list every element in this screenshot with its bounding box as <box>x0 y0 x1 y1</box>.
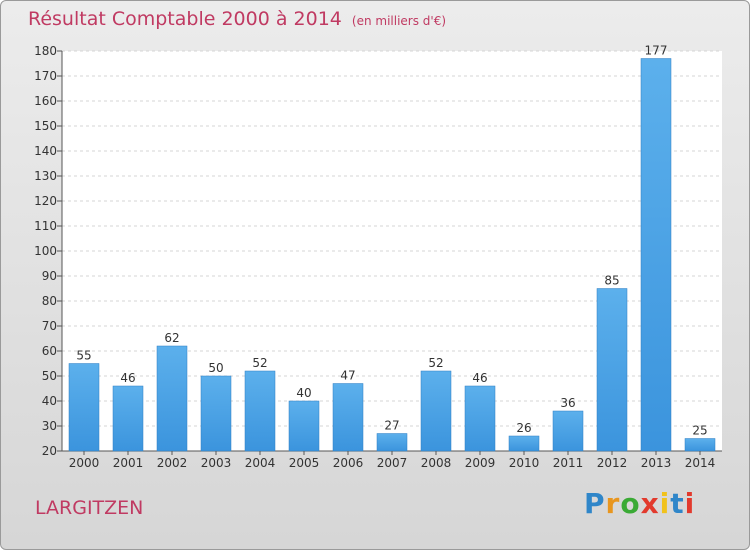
value-label-2013: 177 <box>645 44 668 58</box>
logo-letter: i <box>684 487 696 520</box>
value-label-2007: 27 <box>384 419 399 433</box>
value-label-2011: 36 <box>560 396 575 410</box>
value-label-2001: 46 <box>120 371 135 385</box>
y-tick-label: 110 <box>34 219 57 233</box>
x-tick-label-2013: 2013 <box>641 456 672 470</box>
bar-2008 <box>420 370 452 452</box>
x-tick-label-2005: 2005 <box>289 456 320 470</box>
y-tick-label: 30 <box>42 419 57 433</box>
proxiti-logo[interactable]: Proxiti <box>584 487 695 520</box>
bar-2003 <box>200 375 232 452</box>
x-tick-label-2006: 2006 <box>333 456 364 470</box>
x-tick-label-2009: 2009 <box>465 456 496 470</box>
bar-2013 <box>640 58 672 452</box>
x-tick-label-2012: 2012 <box>597 456 628 470</box>
y-tick-label: 20 <box>42 444 57 458</box>
y-tick-label: 150 <box>34 119 57 133</box>
y-tick-label: 90 <box>42 269 57 283</box>
bar-2014 <box>684 438 716 452</box>
value-label-2005: 40 <box>296 386 311 400</box>
value-label-2003: 50 <box>208 361 223 375</box>
bar-2002 <box>156 345 188 452</box>
y-tick-label: 60 <box>42 344 57 358</box>
y-tick-label: 100 <box>34 244 57 258</box>
y-tick-label: 40 <box>42 394 57 408</box>
x-tick-label-2003: 2003 <box>201 456 232 470</box>
bar-2001 <box>112 385 144 452</box>
x-tick-label-2011: 2011 <box>553 456 584 470</box>
x-tick-label-2004: 2004 <box>245 456 276 470</box>
x-tick-label-2000: 2000 <box>69 456 100 470</box>
x-tick-label-2001: 2001 <box>113 456 144 470</box>
bar-2009 <box>464 385 496 452</box>
chart-title-text: Résultat Comptable 2000 à 2014 <box>28 8 342 30</box>
y-tick-label: 80 <box>42 294 57 308</box>
y-tick-label: 140 <box>34 144 57 158</box>
value-label-2012: 85 <box>604 274 619 288</box>
bar-2011 <box>552 410 584 452</box>
logo-letter: P <box>584 487 606 520</box>
chart-title: Résultat Comptable 2000 à 2014 (en millie… <box>28 8 446 30</box>
logo-letter: r <box>605 487 621 520</box>
y-tick-label: 50 <box>42 369 57 383</box>
x-tick-label-2008: 2008 <box>421 456 452 470</box>
x-tick-label-2007: 2007 <box>377 456 408 470</box>
value-label-2014: 25 <box>692 424 707 438</box>
x-tick-label-2010: 2010 <box>509 456 540 470</box>
bar-2005 <box>288 400 320 452</box>
y-tick-label: 120 <box>34 194 57 208</box>
bar-2004 <box>244 370 276 452</box>
y-tick-label: 160 <box>34 94 57 108</box>
value-label-2002: 62 <box>164 331 179 345</box>
value-label-2008: 52 <box>428 356 443 370</box>
value-label-2000: 55 <box>76 349 91 363</box>
y-tick-label: 180 <box>34 44 57 58</box>
logo-letter: t <box>670 487 685 520</box>
value-label-2010: 26 <box>516 421 531 435</box>
chart-subtitle: (en milliers d'€) <box>351 14 447 28</box>
bar-2012 <box>596 288 628 452</box>
bar-2000 <box>68 363 100 452</box>
bar-2007 <box>376 433 408 452</box>
value-label-2004: 52 <box>252 356 267 370</box>
place-name: LARGITZEN <box>35 497 144 519</box>
logo-letter: i <box>659 487 671 520</box>
x-tick-label-2014: 2014 <box>685 456 716 470</box>
value-label-2009: 46 <box>472 371 487 385</box>
x-tick-label-2002: 2002 <box>157 456 188 470</box>
logo-letter: x <box>640 487 660 520</box>
y-tick-label: 170 <box>34 69 57 83</box>
bar-2006 <box>332 383 364 452</box>
value-label-2006: 47 <box>340 369 355 383</box>
logo-letter: o <box>620 487 641 520</box>
bar-2010 <box>508 435 540 452</box>
y-tick-label: 70 <box>42 319 57 333</box>
y-tick-label: 130 <box>34 169 57 183</box>
